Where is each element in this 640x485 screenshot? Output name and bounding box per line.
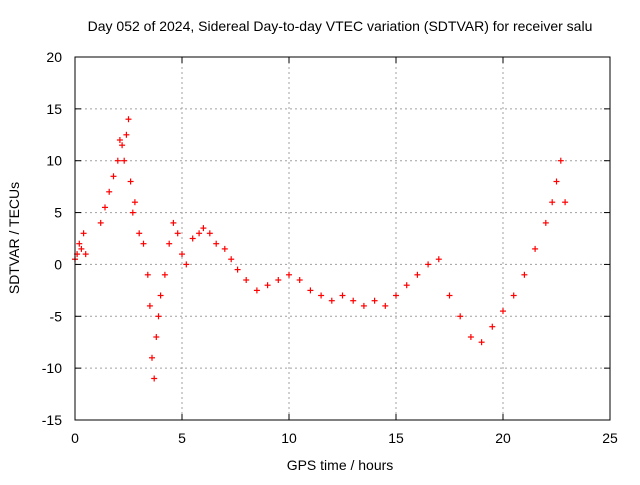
data-point <box>116 137 123 143</box>
y-tick-label: 5 <box>54 205 62 221</box>
data-point <box>457 313 464 320</box>
data-point <box>82 251 89 258</box>
data-point <box>149 354 155 361</box>
data-point <box>127 178 134 185</box>
data-point <box>286 271 292 278</box>
data-point <box>206 230 213 237</box>
data-point <box>144 271 151 278</box>
data-point <box>500 308 506 315</box>
data-point <box>478 339 485 346</box>
data-point <box>183 261 190 268</box>
data-point <box>151 375 158 382</box>
y-axis-label: SDTVAR / TECUs <box>6 182 22 294</box>
data-point <box>102 204 108 211</box>
data-point <box>425 261 432 268</box>
data-point <box>129 209 136 216</box>
x-tick-label: 25 <box>602 430 618 446</box>
data-point <box>275 277 282 283</box>
x-tick-label: 0 <box>71 430 79 446</box>
data-point <box>557 157 564 164</box>
data-point <box>264 282 271 289</box>
data-point <box>76 240 83 247</box>
data-point <box>119 142 126 149</box>
data-point <box>318 292 325 299</box>
data-point <box>562 199 569 206</box>
tick-layer: 0 5 10 15 20 25 -15 -10 -5 0 5 10 15 20 <box>42 49 618 446</box>
chart-title: Day 052 of 2024, Sidereal Day-to-day VTE… <box>88 18 593 34</box>
data-point <box>174 230 181 237</box>
data-point <box>243 277 250 283</box>
data-layer <box>72 116 569 382</box>
data-point <box>446 292 453 299</box>
data-point <box>179 251 185 258</box>
data-point <box>221 245 228 252</box>
x-tick-label: 20 <box>495 430 511 446</box>
y-tick-label: 10 <box>46 153 62 169</box>
data-point <box>189 235 196 242</box>
x-tick-label: 15 <box>388 430 404 446</box>
data-point <box>78 245 85 252</box>
data-point <box>382 302 389 309</box>
y-tick-label: 15 <box>46 101 62 117</box>
data-point <box>253 287 260 294</box>
data-point <box>435 256 442 263</box>
data-point <box>213 240 220 247</box>
data-point <box>234 266 241 273</box>
data-point <box>393 292 399 299</box>
data-point <box>146 302 153 309</box>
data-point <box>136 230 143 237</box>
y-tick-label: -15 <box>42 412 62 428</box>
data-point <box>532 245 539 252</box>
y-tick-label: -10 <box>42 360 62 376</box>
data-point <box>106 188 113 195</box>
plot-frame <box>74 56 611 421</box>
data-point <box>307 287 314 294</box>
data-point <box>114 157 121 164</box>
data-point <box>350 297 357 304</box>
data-point <box>131 199 138 206</box>
data-point <box>549 199 556 206</box>
data-point <box>328 297 335 304</box>
grid-layer <box>75 57 610 420</box>
data-point <box>489 323 496 330</box>
data-point <box>510 292 517 299</box>
data-point <box>196 230 203 237</box>
data-point <box>228 256 235 263</box>
data-point <box>166 240 173 247</box>
data-point <box>360 302 367 309</box>
data-point <box>553 178 560 185</box>
data-point <box>467 334 474 340</box>
data-point <box>125 116 132 123</box>
data-point <box>521 271 528 278</box>
x-tick-label: 5 <box>178 430 186 446</box>
data-point <box>155 313 162 320</box>
x-axis-label: GPS time / hours <box>287 457 394 473</box>
y-tick-label: -5 <box>50 308 63 324</box>
data-point <box>296 277 303 283</box>
data-point <box>121 157 128 164</box>
data-point <box>371 297 378 304</box>
y-tick-label: 0 <box>54 256 62 272</box>
data-point <box>414 271 421 278</box>
data-point <box>97 219 104 226</box>
data-point <box>80 230 87 237</box>
data-point <box>157 292 164 299</box>
data-point <box>542 219 549 226</box>
data-point <box>153 334 160 340</box>
data-point <box>140 240 147 247</box>
data-point <box>123 131 130 138</box>
data-point <box>403 282 410 289</box>
data-point <box>339 292 346 299</box>
data-point <box>110 173 117 180</box>
data-point <box>170 219 177 226</box>
y-tick-label: 20 <box>46 49 62 65</box>
data-point <box>200 225 207 232</box>
x-tick-label: 10 <box>281 430 297 446</box>
data-point <box>161 271 168 278</box>
